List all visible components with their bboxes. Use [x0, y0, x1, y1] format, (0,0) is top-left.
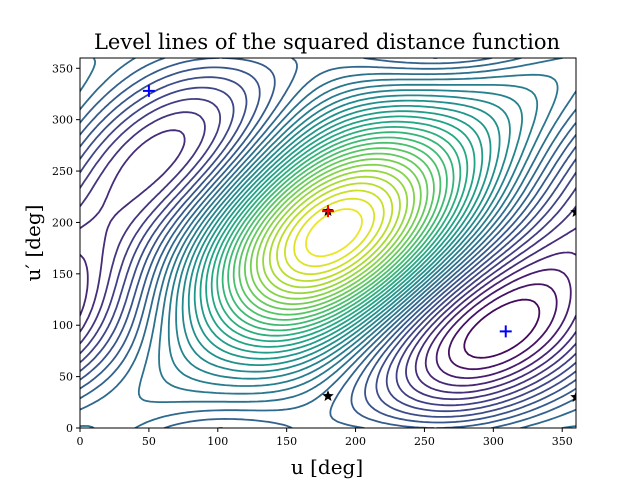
contour-level-line: [80, 251, 576, 387]
contour-level-line: [181, 94, 511, 373]
contour-level-line: [227, 136, 448, 326]
contour-level-line: [262, 169, 409, 295]
contour-level-line: [276, 182, 394, 282]
contour-level-line: [205, 115, 476, 348]
contour-level-line: [232, 141, 442, 321]
x-tick-label: 150: [276, 435, 297, 448]
contour-level-line: [435, 268, 572, 379]
x-tick-label: 100: [207, 435, 228, 448]
y-tick-label: 100: [52, 319, 73, 332]
contour-level-line: [158, 73, 559, 395]
star-marker: [322, 390, 334, 401]
star-marker: [570, 206, 576, 218]
y-axis-label: u′ [deg]: [21, 205, 45, 282]
contour-level-line: [199, 110, 484, 354]
x-axis-label: u [deg]: [291, 455, 363, 479]
y-axis-ticks: 0 50 100 150 200 250 300 350: [52, 62, 80, 435]
y-tick-label: 350: [52, 62, 73, 75]
contour-level-line: [187, 99, 501, 366]
x-tick-label: 200: [345, 435, 366, 448]
contour-level-line: [255, 163, 415, 300]
plus-marker: [499, 325, 512, 338]
contour-level-line: [80, 58, 576, 428]
contour-level-line: [80, 98, 576, 407]
y-tick-label: 300: [52, 114, 73, 127]
contour-level-line: [193, 105, 492, 360]
plot-frame: [79, 57, 577, 429]
contour-level-line: [216, 126, 462, 337]
contour-level-line: [80, 86, 576, 413]
chart-title: Level lines of the squared distance func…: [94, 30, 560, 54]
x-axis-ticks: 0 50 100 150 200 250 300 350: [77, 428, 573, 448]
contour-level-line: [249, 158, 422, 305]
contour-lines: [80, 58, 576, 428]
contour-level-line: [244, 152, 429, 311]
contour-level-line: [463, 298, 541, 359]
y-tick-label: 0: [66, 422, 73, 435]
contour-level-line: [80, 58, 576, 428]
contour-level-line: [210, 120, 469, 343]
contour-level-line: [293, 197, 376, 268]
x-tick-label: 0: [77, 435, 84, 448]
contour-level-line: [80, 58, 576, 428]
contour-level-line: [238, 147, 435, 316]
plus-marker: [322, 205, 334, 218]
contour-level-line: [284, 189, 385, 276]
x-tick-label: 350: [552, 435, 573, 448]
y-tick-label: 50: [59, 371, 73, 384]
contour-level-line: [80, 76, 576, 418]
plus-marker: [142, 84, 155, 97]
contour-level-line: [80, 66, 576, 424]
x-tick-label: 250: [414, 435, 435, 448]
contour-level-line: [175, 89, 523, 380]
star-marker: [570, 391, 576, 403]
x-tick-label: 50: [142, 435, 156, 448]
y-tick-label: 150: [52, 268, 73, 281]
y-tick-label: 250: [52, 165, 73, 178]
y-tick-label: 200: [52, 216, 73, 229]
contour-level-line: [305, 208, 363, 258]
marker-layer: [142, 84, 576, 403]
contour-level-line: [268, 175, 401, 289]
contour-level-line: [167, 83, 539, 387]
contour-level-line: [221, 131, 455, 332]
x-tick-label: 300: [483, 435, 504, 448]
contour-level-line: [448, 283, 558, 371]
contour-level-line: [80, 129, 576, 394]
